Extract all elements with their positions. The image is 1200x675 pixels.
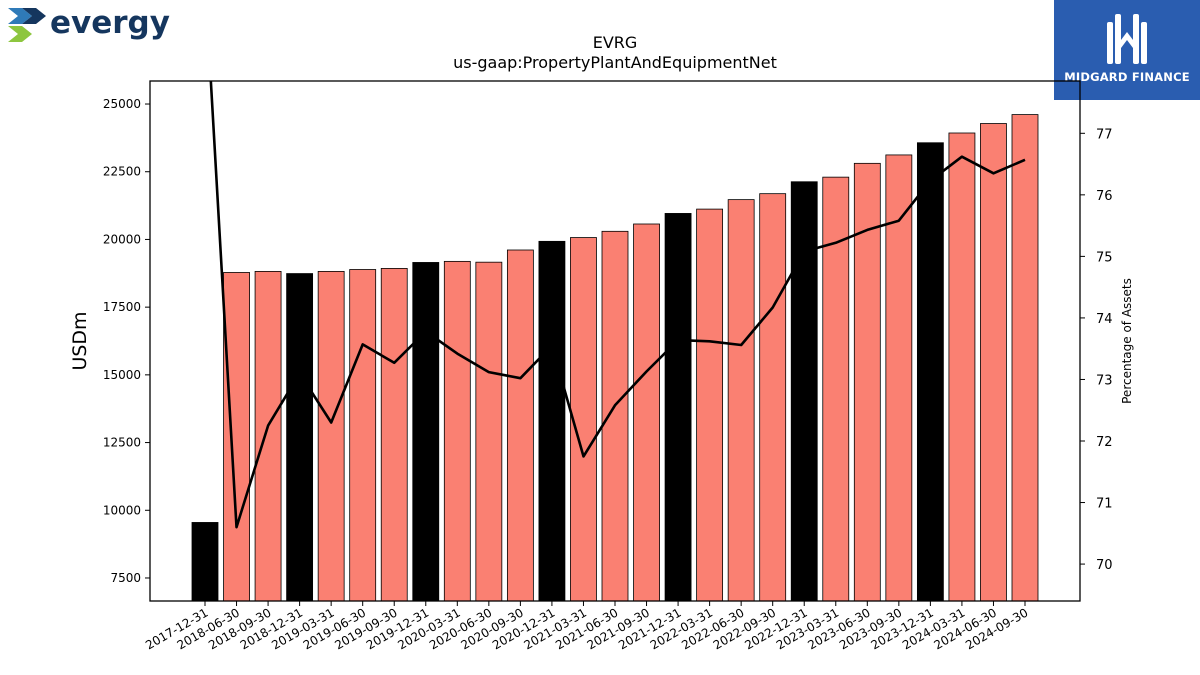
bar-2020-12-31 (538, 240, 566, 602)
bar-2019-12-31 (412, 262, 440, 602)
midgard-m-icon (1107, 14, 1147, 64)
bar-2019-06-30 (349, 269, 377, 602)
y-tick-label: 17500 (103, 300, 141, 314)
evergy-chevrons-icon (8, 8, 46, 42)
midgard-wordmark: MIDGARD FINANCE (1064, 70, 1190, 84)
bar-2023-06-30 (853, 162, 881, 602)
y-tick-label: 15000 (103, 368, 141, 382)
line-layer (209, 81, 1026, 529)
bar-2022-03-31 (696, 208, 724, 602)
bar-2019-03-31 (317, 270, 345, 602)
y2-tick-label: 75 (1096, 250, 1113, 265)
evergy-logo: evergy (8, 4, 188, 44)
y-tick-label: 22500 (103, 165, 141, 179)
bar-2019-09-30 (380, 268, 408, 602)
bar-2017-12-31 (191, 522, 219, 602)
y2-tick-label: 71 (1096, 497, 1113, 512)
bar-2021-03-31 (570, 237, 597, 602)
y2-tick-label: 72 (1096, 435, 1113, 450)
y2-axis-label: Percentage of Assets (1120, 278, 1134, 404)
bars-layer (191, 114, 1039, 602)
bar-2020-06-30 (475, 261, 503, 602)
y-tick-label: 20000 (103, 232, 141, 246)
chart-subtitle: us-gaap:PropertyPlantAndEquipmentNet (453, 53, 777, 72)
bar-2023-12-31 (916, 142, 944, 602)
bar-2024-09-30 (1011, 114, 1039, 602)
bar-2018-06-30 (223, 272, 250, 602)
y2-tick-label: 74 (1096, 312, 1113, 327)
y2-tick-label: 77 (1096, 127, 1113, 142)
y2-tick-label: 76 (1096, 189, 1113, 204)
bar-2018-12-31 (286, 273, 314, 602)
bar-2022-06-30 (727, 199, 755, 602)
bar-2023-03-31 (822, 176, 850, 602)
y-tick-label: 12500 (103, 436, 141, 450)
y-tick-label: 10000 (103, 503, 141, 517)
bar-2020-09-30 (506, 249, 534, 602)
y-tick-label: 7500 (110, 571, 141, 585)
bar-2021-06-30 (601, 230, 629, 602)
bar-2024-06-30 (980, 123, 1007, 602)
chart-title: EVRG (593, 33, 638, 52)
bar-2021-09-30 (633, 223, 660, 602)
bar-2024-03-31 (948, 132, 976, 602)
x-axis: 2017-12-312018-06-302018-09-302018-12-31… (143, 601, 1031, 652)
bar-2018-09-30 (254, 270, 282, 602)
evergy-wordmark: evergy (50, 5, 170, 41)
right-axis: 70 71 72 73 74 75 76 77 (1080, 127, 1113, 573)
percentage-of-assets-line (209, 81, 1026, 529)
y-axis-label: USDm (69, 311, 91, 370)
bar-2023-09-30 (885, 154, 913, 602)
bar-2022-09-30 (759, 193, 787, 602)
y-tick-label: 25000 (103, 97, 141, 111)
midgard-finance-logo: MIDGARD FINANCE (1054, 0, 1200, 100)
bar-2020-03-31 (443, 260, 471, 602)
bar-2021-12-31 (664, 213, 692, 602)
bar-2022-12-31 (790, 181, 818, 602)
y2-tick-label: 70 (1096, 558, 1113, 573)
left-axis: 7500 10000 12500 15000 17500 20000 22500 25000 (103, 97, 150, 585)
y2-tick-label: 73 (1096, 373, 1113, 388)
